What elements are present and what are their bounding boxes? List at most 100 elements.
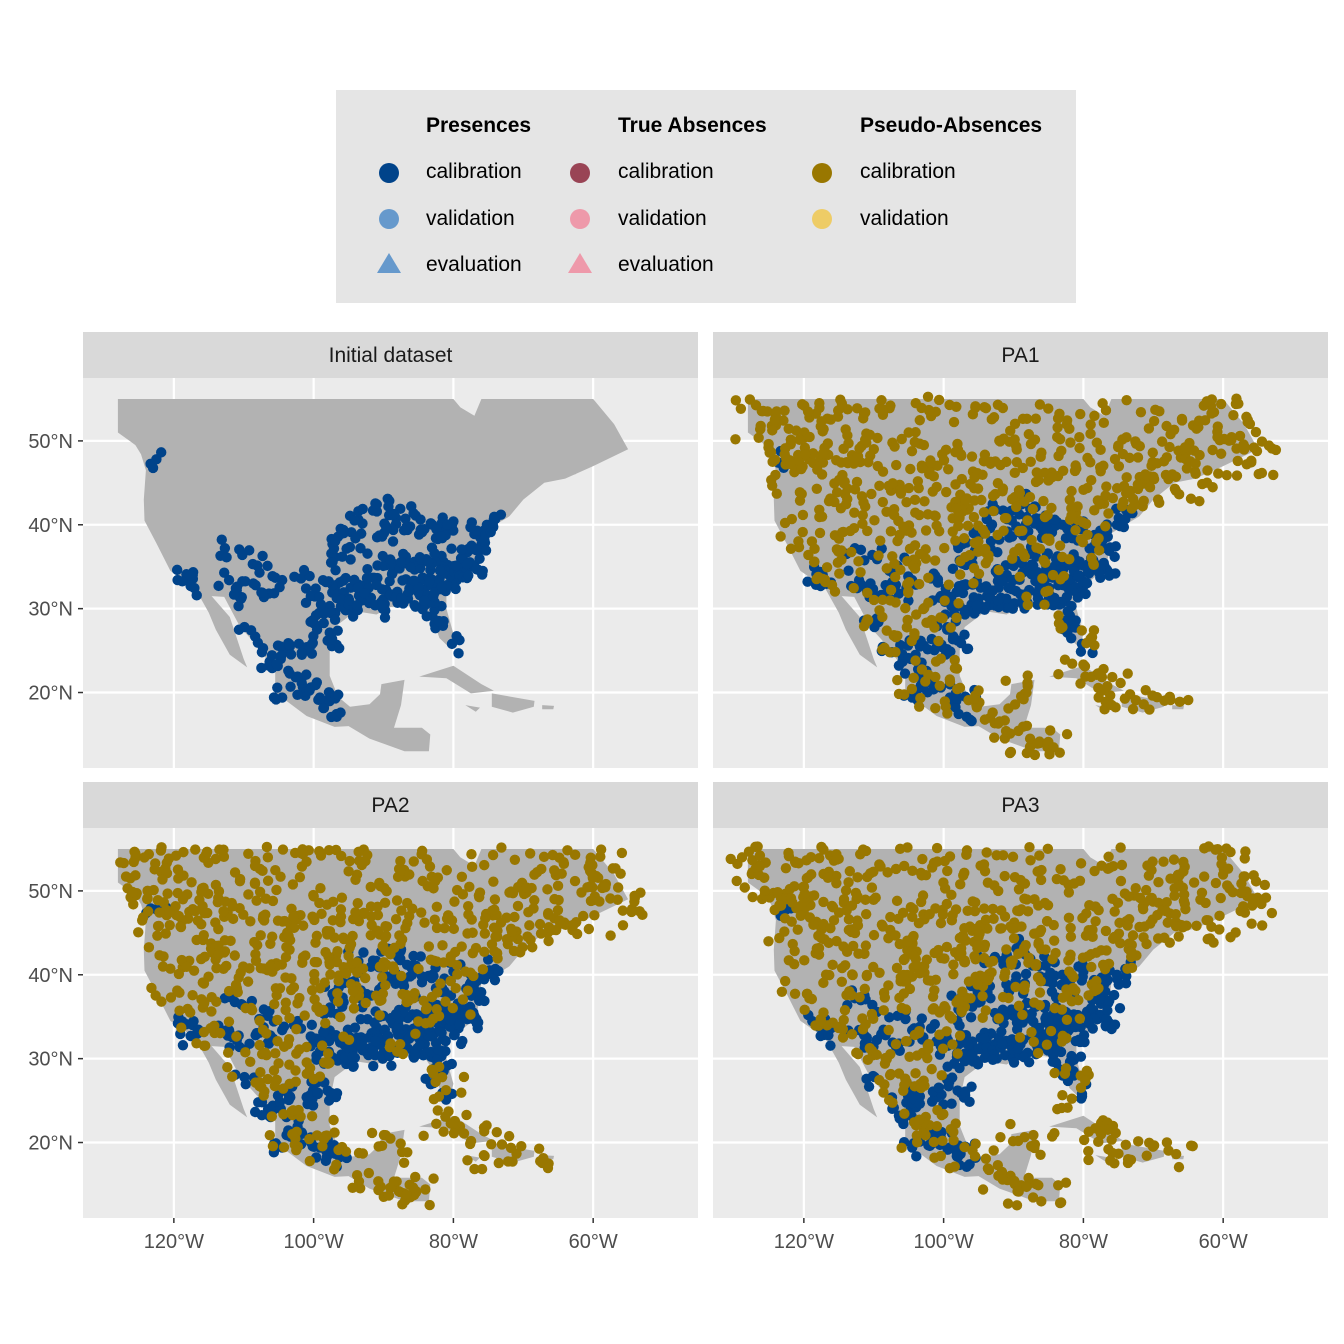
pseudo-absence-point (515, 947, 526, 958)
pseudo-absence-point (763, 936, 774, 947)
pseudo-absence-point (899, 1108, 910, 1119)
pseudo-absence-point (1021, 1181, 1032, 1193)
presence-point (390, 1009, 402, 1020)
presence-point (946, 1072, 958, 1083)
presence-point (964, 1096, 975, 1108)
pseudo-absence-point (736, 852, 748, 863)
presence-point (482, 954, 494, 965)
pseudo-absence-point (543, 922, 555, 933)
pseudo-absence-point (1035, 1149, 1046, 1160)
presence-point (349, 1022, 361, 1033)
presence-point (362, 548, 373, 559)
pseudo-absence-point (1064, 423, 1075, 435)
pseudo-absence-point (1248, 870, 1259, 881)
pseudo-absence-point (1097, 959, 1109, 971)
pseudo-absence-point (769, 414, 781, 425)
pseudo-absence-point (817, 448, 829, 459)
pseudo-absence-point (872, 460, 883, 472)
pseudo-absence-point (1153, 497, 1165, 509)
x-tick-label: 80°W (1059, 1231, 1108, 1253)
pseudo-absence-point (260, 893, 272, 904)
pseudo-absence-point (844, 986, 855, 997)
pseudo-absence-point (307, 911, 318, 922)
pseudo-absence-point (1005, 1118, 1016, 1130)
pseudo-absence-point (306, 1110, 318, 1122)
pseudo-absence-point (1100, 521, 1111, 532)
pseudo-absence-point (438, 957, 449, 968)
pseudo-absence-point (1169, 483, 1181, 494)
presence-point (424, 576, 435, 587)
pseudo-absence-point (1065, 922, 1076, 934)
x-tick-label: 80°W (429, 1231, 478, 1253)
pseudo-absence-point (831, 935, 842, 947)
pseudo-absence-point (948, 416, 960, 428)
pseudo-absence-point (934, 1007, 945, 1018)
presence-point (474, 553, 485, 564)
pseudo-absence-point (456, 941, 467, 952)
pseudo-absence-point (465, 1009, 476, 1020)
pseudo-absence-point (815, 1016, 827, 1027)
pseudo-absence-point (862, 587, 873, 599)
pseudo-absence-point (1057, 1030, 1068, 1042)
pseudo-absence-point (449, 896, 460, 907)
pseudo-absence-point (898, 521, 909, 532)
pseudo-absence-point (857, 509, 868, 521)
presence-point (478, 974, 490, 985)
pseudo-absence-point (814, 852, 825, 864)
presence-point (426, 973, 437, 984)
pseudo-absence-point (146, 982, 157, 994)
pseudo-absence-point (818, 1007, 829, 1018)
pseudo-absence-point (980, 914, 992, 926)
presence-point (1004, 532, 1015, 543)
pseudo-absence-point (750, 400, 762, 411)
presence-point (432, 1044, 444, 1055)
pseudo-absence-point (890, 1039, 902, 1050)
pseudo-absence-point (922, 509, 934, 520)
presence-point (285, 1092, 296, 1103)
pseudo-absence-point (528, 903, 539, 914)
pseudo-absence-point (1266, 907, 1278, 919)
pseudo-absence-point (787, 897, 798, 908)
legend-key-true-absences-calibration (570, 163, 590, 183)
pseudo-absence-point (287, 879, 299, 890)
pseudo-absence-point (1034, 399, 1046, 410)
pseudo-absence-point (176, 1022, 187, 1033)
pseudo-absence-point (956, 1006, 967, 1017)
pseudo-absence-point (910, 1068, 921, 1079)
presence-point (240, 1078, 251, 1090)
presence-point (945, 646, 956, 657)
pseudo-absence-point (238, 961, 249, 972)
pseudo-absence-point (943, 464, 954, 475)
presence-point (388, 508, 400, 520)
pseudo-absence-point (172, 864, 184, 875)
presence-point (147, 462, 159, 474)
pseudo-absence-point (249, 877, 261, 888)
pseudo-absence-point (269, 999, 280, 1010)
pseudo-absence-point (410, 1171, 421, 1183)
pseudo-absence-point (259, 1047, 271, 1058)
pseudo-absence-point (1239, 441, 1250, 453)
presence-point (283, 665, 294, 676)
presence-point (979, 1033, 990, 1044)
pseudo-absence-point (980, 402, 992, 414)
pseudo-absence-point (400, 922, 411, 934)
presence-point (1085, 1003, 1097, 1014)
pseudo-absence-point (954, 569, 966, 580)
pseudo-absence-point (304, 1062, 316, 1074)
presence-point (289, 571, 300, 583)
pseudo-absence-point (950, 503, 962, 514)
presence-point (900, 1013, 911, 1025)
presence-point (350, 533, 361, 544)
facet-strip (713, 332, 1328, 378)
pseudo-absence-point (428, 1173, 439, 1184)
presence-point (395, 557, 407, 568)
pseudo-absence-point (993, 1013, 1004, 1024)
legend-label-presences-calibration: calibration (426, 160, 522, 183)
pseudo-absence-point (503, 1130, 515, 1142)
pseudo-absence-point (1190, 468, 1201, 480)
presence-point (1076, 1091, 1088, 1102)
pseudo-absence-point (254, 1076, 265, 1088)
pseudo-absence-point (1170, 1148, 1182, 1160)
pseudo-absence-point (418, 1130, 429, 1142)
pseudo-absence-point (142, 893, 153, 905)
